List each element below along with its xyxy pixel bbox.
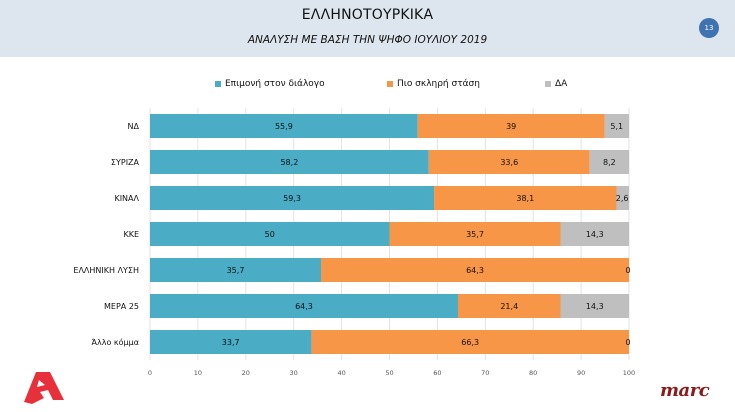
x-tick-label: 0	[148, 369, 152, 377]
x-tick-label: 20	[242, 369, 250, 377]
x-tick-label: 50	[385, 369, 393, 377]
x-tick-label: 100	[623, 369, 635, 377]
bar-segment	[428, 150, 590, 174]
data-label: 33,7	[222, 338, 240, 347]
category-label: ΜΕΡΑ 25	[104, 302, 139, 311]
page-number-badge: 13	[699, 18, 719, 38]
legend-label-dialogue: Επιμονή στον διάλογο	[225, 79, 325, 89]
legend-swatch-harder	[387, 81, 393, 87]
bar-segment	[457, 294, 561, 318]
marc-logo: marc	[660, 380, 710, 401]
data-label: 2,6	[616, 194, 629, 203]
x-tick-label: 80	[529, 369, 537, 377]
bar-segment	[616, 186, 629, 210]
x-tick-label: 70	[481, 369, 489, 377]
category-label: Άλλο κόμμα	[91, 337, 139, 347]
bar-segment	[604, 114, 629, 138]
category-label: ΝΔ	[128, 122, 140, 131]
data-label: 8,2	[603, 158, 616, 167]
bar-segment	[150, 258, 322, 282]
data-label: 59,3	[283, 194, 301, 203]
legend-item-na: ΔΑ	[545, 79, 567, 89]
bar-segment	[311, 330, 629, 354]
legend-swatch-dialogue	[215, 81, 221, 87]
data-label: 64,3	[466, 266, 484, 275]
x-tick-label: 30	[290, 369, 298, 377]
bar-segment	[150, 186, 435, 210]
category-label: ΕΛΛΗΝΙΚΗ ΛΥΣΗ	[73, 266, 139, 275]
data-label: 39	[506, 122, 516, 131]
category-label: ΣΥΡΙΖΑ	[111, 158, 140, 167]
bar-segment	[560, 222, 629, 246]
bar-segment	[150, 222, 390, 246]
data-label: 64,3	[295, 302, 313, 311]
bar-segment	[150, 150, 429, 174]
bar-segment	[389, 222, 561, 246]
bar-segment	[560, 294, 629, 318]
data-label: 35,7	[466, 230, 484, 239]
bar-segment	[589, 150, 629, 174]
category-label: ΚΚΕ	[123, 230, 139, 239]
legend-label-na: ΔΑ	[555, 79, 568, 89]
bar-segment	[321, 258, 629, 282]
bar-segment	[434, 186, 617, 210]
bar-segment	[150, 330, 312, 354]
data-label: 14,3	[586, 230, 604, 239]
category-label: ΚΙΝΑΛ	[114, 194, 139, 203]
alpha-logo-icon	[24, 372, 64, 404]
x-tick-label: 40	[337, 369, 345, 377]
data-label: 58,2	[280, 158, 298, 167]
page-subtitle: ΑΝΑΛΥΣΗ ΜΕ ΒΑΣΗ ΤΗΝ ΨΗΦΟ ΙΟΥΛΙΟΥ 2019	[247, 34, 488, 46]
bar-segment	[150, 294, 458, 318]
legend-item-dialogue: Επιμονή στον διάλογο	[215, 79, 325, 89]
bar-segment	[150, 114, 418, 138]
page-title: ΕΛΛΗΝΟΤΟΥΡΚΙΚΑ	[301, 7, 434, 23]
legend-label-harder: Πιο σκληρή στάση	[397, 79, 480, 89]
data-label: 35,7	[227, 266, 245, 275]
legend-item-harder: Πιο σκληρή στάση	[387, 79, 480, 89]
x-tick-label: 60	[433, 369, 441, 377]
x-tick-label: 90	[577, 369, 585, 377]
data-label: 0	[625, 338, 630, 347]
data-label: 14,3	[586, 302, 604, 311]
data-label: 38,1	[516, 194, 534, 203]
data-label: 0	[625, 266, 630, 275]
data-label: 5,1	[610, 122, 623, 131]
data-label: 50	[265, 230, 275, 239]
data-label: 33,6	[500, 158, 518, 167]
header-band: ΕΛΛΗΝΟΤΟΥΡΚΙΚΑ ΑΝΑΛΥΣΗ ΜΕ ΒΑΣΗ ΤΗΝ ΨΗΦΟ …	[0, 0, 735, 57]
bar-segment	[417, 114, 605, 138]
data-label: 55,9	[275, 122, 293, 131]
data-label: 21,4	[500, 302, 518, 311]
data-label: 66,3	[461, 338, 479, 347]
legend-swatch-na	[545, 81, 551, 87]
x-tick-label: 10	[194, 369, 202, 377]
